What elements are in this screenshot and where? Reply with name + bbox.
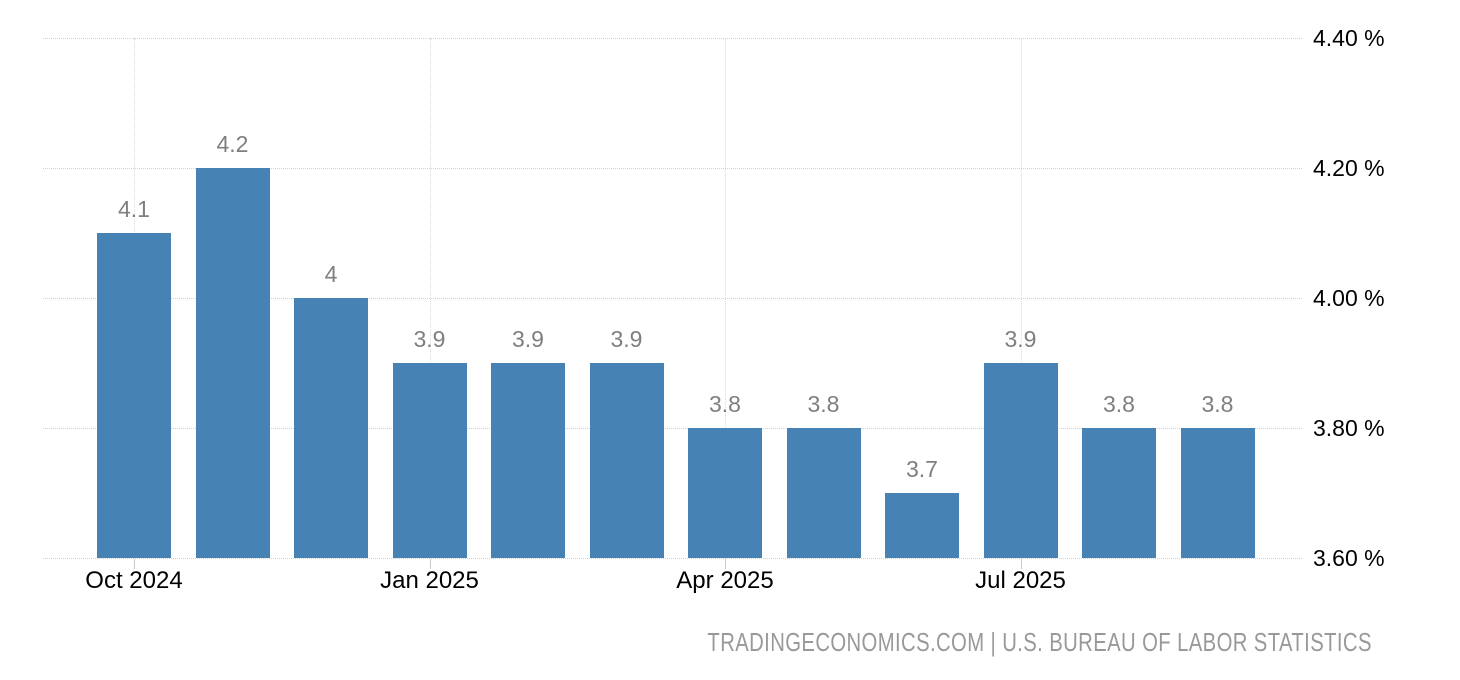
bar[interactable]	[589, 363, 664, 558]
x-axis-tick-label: Jan 2025	[380, 567, 479, 594]
x-axis-tick	[134, 559, 135, 569]
bar-value-label: 3.9	[1004, 326, 1037, 352]
bar[interactable]	[491, 363, 565, 558]
bar[interactable]	[688, 428, 762, 558]
x-axis-tick	[429, 559, 431, 569]
bar-value-label: 4.2	[216, 131, 249, 157]
bar-value-label: 3.8	[1103, 391, 1135, 417]
bar[interactable]	[392, 363, 467, 558]
bar[interactable]	[97, 233, 171, 558]
bar-value-label: 3.9	[610, 326, 643, 352]
y-axis-tick-label: 3.60 %	[1313, 545, 1385, 571]
bar[interactable]	[294, 298, 368, 558]
x-axis-tick	[1020, 559, 1022, 569]
bar[interactable]	[1180, 428, 1255, 558]
x-axis-tick	[725, 559, 726, 569]
x-axis-tick-label: Oct 2024	[85, 567, 183, 594]
bar-value-label: 3.9	[512, 326, 544, 352]
y-axis-tick-label: 4.00 %	[1313, 285, 1385, 311]
bar-value-label: 3.8	[709, 391, 741, 417]
y-axis-tick-label: 4.20 %	[1313, 155, 1385, 181]
h-gridline	[43, 38, 1302, 39]
attribution-text: TRADINGECONOMICS.COM | U.S. BUREAU OF LA…	[707, 627, 1372, 657]
y-axis-tick-label: 3.80 %	[1313, 415, 1385, 441]
bar-value-label: 3.7	[906, 456, 938, 482]
h-gridline	[43, 428, 1302, 429]
h-gridline	[43, 558, 1302, 559]
x-axis-tick-label: Apr 2025	[676, 567, 774, 594]
bar-value-label: 3.8	[1201, 391, 1234, 417]
y-axis-tick-label: 4.40 %	[1313, 25, 1385, 51]
bar[interactable]	[1082, 428, 1156, 558]
x-axis-tick-label: Jul 2025	[975, 567, 1066, 594]
h-gridline	[43, 168, 1302, 169]
bar-value-label: 4.1	[118, 196, 150, 222]
bar[interactable]	[983, 363, 1058, 558]
bar-value-label: 3.8	[807, 391, 840, 417]
bar-value-label: 3.9	[413, 326, 446, 352]
bar[interactable]	[195, 168, 270, 558]
bar[interactable]	[786, 428, 861, 558]
h-gridline	[43, 298, 1302, 299]
bar-value-label: 4	[324, 261, 338, 287]
bar[interactable]	[885, 493, 959, 558]
